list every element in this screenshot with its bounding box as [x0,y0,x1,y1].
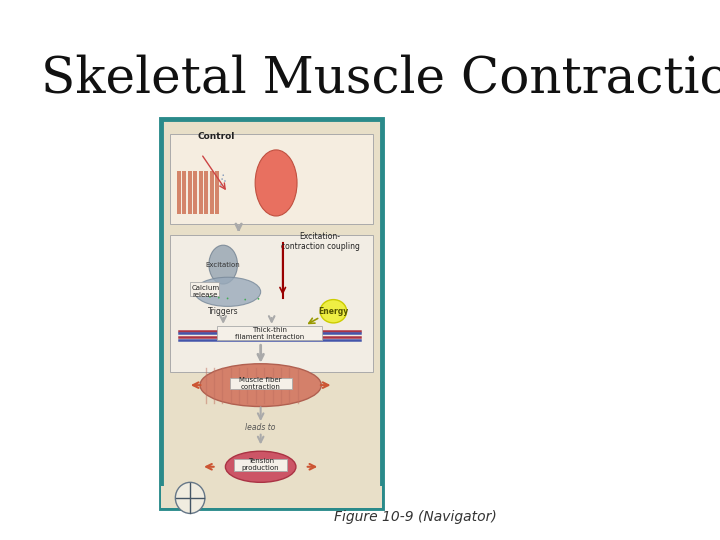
Text: Triggers: Triggers [208,307,238,316]
FancyBboxPatch shape [194,171,197,214]
Circle shape [220,184,222,186]
Ellipse shape [320,300,346,323]
Circle shape [227,298,228,299]
Text: Figure 10-9 (Navigator): Figure 10-9 (Navigator) [335,510,498,524]
FancyBboxPatch shape [161,486,382,508]
FancyBboxPatch shape [182,171,186,214]
Text: Skeletal Muscle Contraction: Skeletal Muscle Contraction [41,54,720,104]
Circle shape [218,296,220,299]
FancyBboxPatch shape [171,235,373,372]
FancyBboxPatch shape [199,171,203,214]
FancyBboxPatch shape [217,326,323,340]
Ellipse shape [209,245,238,284]
FancyBboxPatch shape [215,171,220,214]
Ellipse shape [255,150,297,216]
Text: N A V I G A T O R: N A V I G A T O R [249,494,325,502]
Text: Control: Control [198,132,235,141]
FancyBboxPatch shape [171,134,373,224]
FancyBboxPatch shape [161,119,382,508]
Text: Tension
production: Tension production [242,458,279,471]
Circle shape [258,298,259,300]
FancyBboxPatch shape [204,171,208,214]
Circle shape [244,299,246,301]
FancyBboxPatch shape [230,378,292,389]
FancyBboxPatch shape [234,459,287,471]
Circle shape [176,482,205,514]
Text: Energy: Energy [318,307,348,316]
Text: Calcium
release: Calcium release [192,285,220,298]
Text: Thick-thin
filament interaction: Thick-thin filament interaction [235,327,304,340]
Text: Excitation: Excitation [206,261,240,268]
FancyBboxPatch shape [190,282,219,296]
FancyBboxPatch shape [177,171,181,214]
Text: Excitation-
contraction coupling: Excitation- contraction coupling [281,232,359,251]
FancyBboxPatch shape [210,171,214,214]
Ellipse shape [225,451,296,482]
Circle shape [224,186,225,187]
Circle shape [222,174,224,176]
Text: leads to: leads to [246,423,276,433]
FancyBboxPatch shape [188,171,192,214]
Text: Muscle fiber
contraction: Muscle fiber contraction [240,377,282,390]
Ellipse shape [194,277,261,306]
Ellipse shape [200,364,321,407]
Circle shape [209,296,211,298]
